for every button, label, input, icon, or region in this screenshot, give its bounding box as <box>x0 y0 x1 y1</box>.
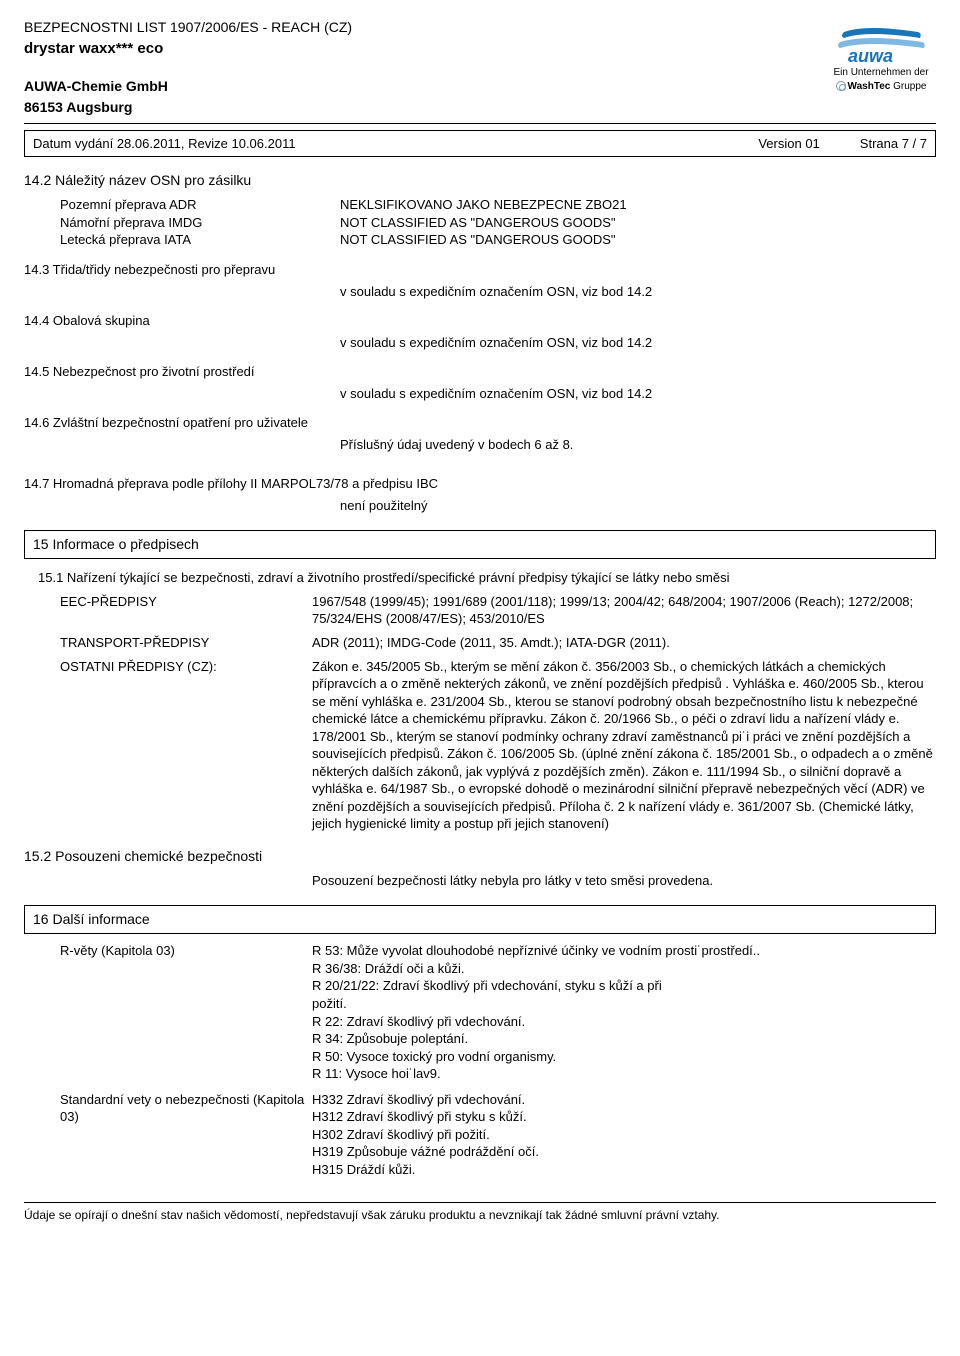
info-row: R-věty (Kapitola 03)R 53: Může vyvolat d… <box>60 942 936 1082</box>
section-14-5-title: 14.5 Nebezpečnost pro životní prostředí <box>24 363 936 381</box>
footer-disclaimer: Údaje se opírají o dnešní stav našich vě… <box>24 1207 936 1223</box>
section-14-3-value: v souladu s expedičním označením OSN, vi… <box>340 283 936 301</box>
section-16-header: 16 Další informace <box>24 905 936 934</box>
transport-row: Letecká přeprava IATANOT CLASSIFIED AS "… <box>60 231 936 249</box>
regulation-value: Zákon e. 345/2005 Sb., kterým se mění zá… <box>312 658 936 833</box>
regulation-label: TRANSPORT-PŘEDPISY <box>60 634 312 652</box>
info-line: R 11: Vysoce hoi˙lav9. <box>312 1065 936 1083</box>
section-15-2-value: Posouzení bezpečnosti látky nebyla pro l… <box>312 872 936 890</box>
transport-row: Pozemní přeprava ADRNEKLSIFIKOVANO JAKO … <box>60 196 936 214</box>
section-14-2-title: 14.2 Náležitý název OSN pro zásilku <box>24 171 936 190</box>
transport-value: NEKLSIFIKOVANO JAKO NEBEZPECNE ZBO21 <box>340 196 936 214</box>
info-line: H319 Způsobuje vážné podráždění očí. <box>312 1143 936 1161</box>
transport-value: NOT CLASSIFIED AS "DANGEROUS GOODS" <box>340 231 936 249</box>
issue-date: Datum vydání 28.06.2011, Revize 10.06.20… <box>33 135 296 153</box>
info-line: R 34: Způsobuje poleptání. <box>312 1030 936 1048</box>
logo-subtitle-1: Ein Unternehmen der <box>826 66 936 80</box>
info-line: R 53: Může vyvolat dlouhodobé nepříznivé… <box>312 942 936 960</box>
auwa-logo-icon: auwa <box>826 22 936 64</box>
info-line: požití. <box>312 995 936 1013</box>
transport-row: Námořní přeprava IMDGNOT CLASSIFIED AS "… <box>60 214 936 232</box>
footer-rule <box>24 1202 936 1203</box>
product-name: drystar waxx*** eco <box>24 39 936 59</box>
info-line: R 22: Zdraví škodlivý při vdechování. <box>312 1013 936 1031</box>
company-logo: auwa Ein Unternehmen der WashTec Gruppe <box>826 22 936 93</box>
document-header: BEZPECNOSTNI LIST 1907/2006/ES - REACH (… <box>24 18 936 117</box>
section-14-6-title: 14.6 Zvláštní bezpečnostní opatření pro … <box>24 414 936 432</box>
svg-text:auwa: auwa <box>848 46 893 64</box>
section-14-6-value: Příslušný údaj uvedený v bodech 6 až 8. <box>340 436 936 454</box>
transport-label: Pozemní přeprava ADR <box>60 196 340 214</box>
transport-value: NOT CLASSIFIED AS "DANGEROUS GOODS" <box>340 214 936 232</box>
section-14-7-value: není použitelný <box>340 497 936 515</box>
section-14-4-title: 14.4 Obalová skupina <box>24 312 936 330</box>
regulation-row: OSTATNI PŘEDPISY (CZ):Zákon e. 345/2005 … <box>60 658 936 833</box>
page-label: Strana 7 / 7 <box>860 135 927 153</box>
section-15-2-title: 15.2 Posouzeni chemické bezpečnosti <box>24 847 936 866</box>
section-14-3-title: 14.3 Třida/třidy nebezpečnosti pro přepr… <box>24 261 936 279</box>
regulation-label: OSTATNI PŘEDPISY (CZ): <box>60 658 312 833</box>
info-line: R 20/21/22: Zdraví škodlivý při vdechová… <box>312 977 936 995</box>
transport-label: Námořní přeprava IMDG <box>60 214 340 232</box>
section-14-4-value: v souladu s expedičním označením OSN, vi… <box>340 334 936 352</box>
header-rule <box>24 123 936 124</box>
info-row: Standardní vety o nebezpečnosti (Kapitol… <box>60 1091 936 1179</box>
company-name: AUWA-Chemie GmbH <box>24 77 936 96</box>
washtec-icon <box>836 81 846 91</box>
info-label: R-věty (Kapitola 03) <box>60 942 312 1082</box>
info-value: H332 Zdraví škodlivý při vdechování.H312… <box>312 1091 936 1179</box>
info-line: R 50: Vysoce toxický pro vodní organismy… <box>312 1048 936 1066</box>
regulation-row: TRANSPORT-PŘEDPISYADR (2011); IMDG-Code … <box>60 634 936 652</box>
section-14-5-value: v souladu s expedičním označením OSN, vi… <box>340 385 936 403</box>
info-line: H302 Zdraví škodlivý při požití. <box>312 1126 936 1144</box>
info-value: R 53: Může vyvolat dlouhodobé nepříznivé… <box>312 942 936 1082</box>
meta-bar: Datum vydání 28.06.2011, Revize 10.06.20… <box>24 130 936 158</box>
section-15-header: 15 Informace o předpisech <box>24 530 936 559</box>
transport-label: Letecká přeprava IATA <box>60 231 340 249</box>
info-line: H315 Dráždí kůži. <box>312 1161 936 1179</box>
version-label: Version 01 <box>758 135 819 153</box>
regulation-value: ADR (2011); IMDG-Code (2011, 35. Amdt.);… <box>312 634 936 652</box>
regulation-row: EEC-PŘEDPISY1967/548 (1999/45); 1991/689… <box>60 593 936 628</box>
regulation-label: EEC-PŘEDPISY <box>60 593 312 628</box>
regulation-value: 1967/548 (1999/45); 1991/689 (2001/118);… <box>312 593 936 628</box>
regulation-title: BEZPECNOSTNI LIST 1907/2006/ES - REACH (… <box>24 18 936 37</box>
info-line: H332 Zdraví škodlivý při vdechování. <box>312 1091 936 1109</box>
section-15-1-title: 15.1 Nařízení týkající se bezpečnosti, z… <box>38 569 936 587</box>
info-label: Standardní vety o nebezpečnosti (Kapitol… <box>60 1091 312 1179</box>
info-line: H312 Zdraví škodlivý při styku s kůží. <box>312 1108 936 1126</box>
logo-subtitle-2: WashTec Gruppe <box>826 80 936 94</box>
info-line: R 36/38: Dráždí oči a kůži. <box>312 960 936 978</box>
company-city: 86153 Augsburg <box>24 98 936 117</box>
section-14-7-title: 14.7 Hromadná přeprava podle přílohy II … <box>24 475 936 493</box>
